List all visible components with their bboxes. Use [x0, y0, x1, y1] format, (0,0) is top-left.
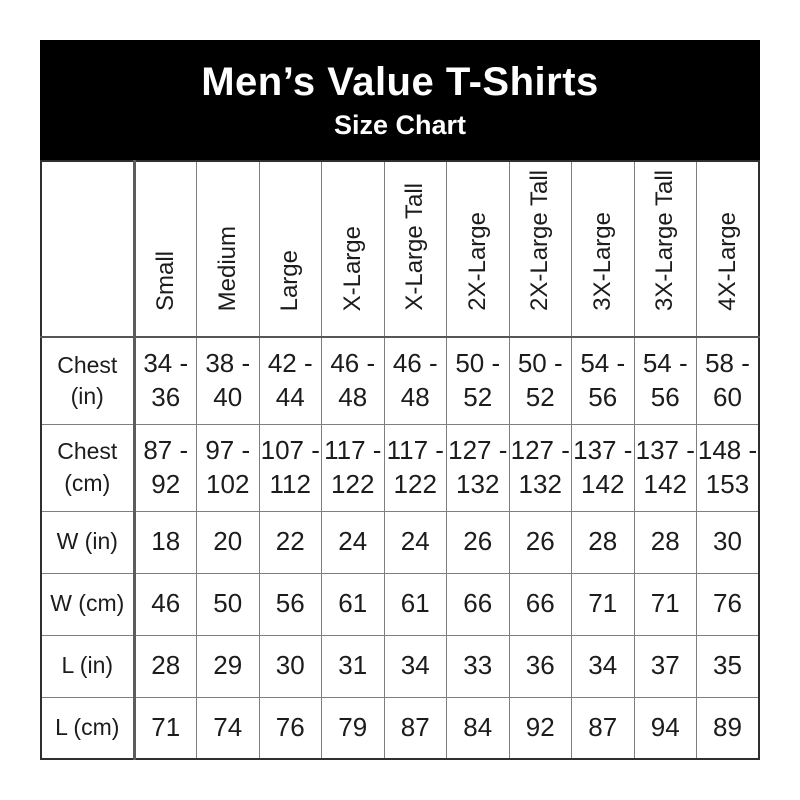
- size-column-header: Medium: [196, 160, 260, 338]
- size-column-label: 2X-Large Tall: [526, 170, 554, 311]
- table-row: W (in) 18 20 22 24 24 26 26 28 28 30: [40, 510, 760, 574]
- size-cell: 58 -60: [696, 336, 760, 425]
- size-column-label: 2X-Large: [463, 212, 491, 311]
- size-cell: 66: [508, 572, 572, 636]
- size-cell: 117 -122: [383, 423, 447, 512]
- size-cell: 38 -40: [196, 336, 260, 425]
- size-column-label: 3X-Large: [588, 212, 616, 311]
- row-label: Chest (in): [40, 336, 136, 425]
- table-row: L (cm) 71 74 76 79 87 84 92 87 94 89: [40, 696, 760, 760]
- size-cell: 30: [258, 634, 322, 698]
- chart-title: Men’s Value T-Shirts: [201, 59, 599, 104]
- size-cell: 54 -56: [633, 336, 697, 425]
- size-column-label: 3X-Large Tall: [651, 170, 679, 311]
- size-cell: 31: [321, 634, 385, 698]
- table-row: Chest (cm) 87 -92 97 -102 107 -112 117 -122 1…: [40, 423, 760, 512]
- size-column-header: Small: [133, 160, 197, 338]
- size-cell: 61: [321, 572, 385, 636]
- size-cell: 34 -36: [133, 336, 197, 425]
- size-cell: 74: [196, 696, 260, 760]
- size-cell: 66: [446, 572, 510, 636]
- size-cell: 35: [696, 634, 760, 698]
- header-row: Small Medium Large X-Large X-Large Tall 2X-La…: [40, 160, 760, 338]
- row-label: W (cm): [40, 572, 136, 636]
- size-cell: 46: [133, 572, 197, 636]
- size-cell: 71: [133, 696, 197, 760]
- size-cell: 20: [196, 510, 260, 574]
- size-cell: 137 -142: [633, 423, 697, 512]
- size-cell: 26: [446, 510, 510, 574]
- size-cell: 54 -56: [571, 336, 635, 425]
- size-cell: 107 -112: [258, 423, 322, 512]
- size-cell: 24: [383, 510, 447, 574]
- size-column-header: X-Large: [321, 160, 385, 338]
- size-cell: 94: [633, 696, 697, 760]
- size-cell: 87: [383, 696, 447, 760]
- size-column-header: X-Large Tall: [383, 160, 447, 338]
- size-cell: 76: [258, 696, 322, 760]
- chart-header: Men’s Value T-Shirts Size Chart: [40, 40, 760, 160]
- size-column-label: X-Large Tall: [401, 183, 429, 311]
- size-cell: 34: [383, 634, 447, 698]
- size-cell: 22: [258, 510, 322, 574]
- size-column-header: 3X-Large Tall: [633, 160, 697, 338]
- size-column-header: 2X-Large: [446, 160, 510, 338]
- size-cell: 87 -92: [133, 423, 197, 512]
- size-column-label: Large: [276, 249, 304, 311]
- size-column-header: Large: [258, 160, 322, 338]
- size-cell: 127 -132: [446, 423, 510, 512]
- size-cell: 29: [196, 634, 260, 698]
- size-cell: 127 -132: [508, 423, 572, 512]
- size-cell: 50 -52: [508, 336, 572, 425]
- size-cell: 36: [508, 634, 572, 698]
- table-row: L (in) 28 29 30 31 34 33 36 34 37 35: [40, 634, 760, 698]
- size-cell: 84: [446, 696, 510, 760]
- size-cell: 79: [321, 696, 385, 760]
- table-row: W (cm) 46 50 56 61 61 66 66 71 71 76: [40, 572, 760, 636]
- row-label: L (in): [40, 634, 136, 698]
- size-chart-table: Small Medium Large X-Large X-Large Tall 2X-La…: [40, 160, 760, 760]
- size-cell: 97 -102: [196, 423, 260, 512]
- size-cell: 26: [508, 510, 572, 574]
- size-cell: 56: [258, 572, 322, 636]
- size-cell: 42 -44: [258, 336, 322, 425]
- size-cell: 89: [696, 696, 760, 760]
- row-label: L (cm): [40, 696, 136, 760]
- size-column-label: 4X-Large: [713, 212, 741, 311]
- size-cell: 34: [571, 634, 635, 698]
- size-cell: 30: [696, 510, 760, 574]
- size-cell: 50: [196, 572, 260, 636]
- size-cell: 28: [571, 510, 635, 574]
- table-row: Chest (in) 34 -36 38 -40 42 -44 46 -48 46 -48…: [40, 336, 760, 425]
- size-chart-page: Men’s Value T-Shirts Size Chart Small Med…: [40, 40, 760, 760]
- size-cell: 148 -153: [696, 423, 760, 512]
- size-cell: 37: [633, 634, 697, 698]
- chart-subtitle: Size Chart: [333, 109, 467, 140]
- size-cell: 76: [696, 572, 760, 636]
- size-column-label: Small: [151, 250, 179, 311]
- size-cell: 61: [383, 572, 447, 636]
- size-cell: 24: [321, 510, 385, 574]
- size-cell: 92: [508, 696, 572, 760]
- size-cell: 46 -48: [383, 336, 447, 425]
- size-cell: 28: [633, 510, 697, 574]
- size-column-header: 4X-Large: [696, 160, 760, 338]
- size-column-header: 2X-Large Tall: [508, 160, 572, 338]
- size-cell: 137 -142: [571, 423, 635, 512]
- size-cell: 87: [571, 696, 635, 760]
- size-column-header: 3X-Large: [571, 160, 635, 338]
- row-label: Chest (cm): [40, 423, 136, 512]
- size-cell: 28: [133, 634, 197, 698]
- size-column-label: Medium: [213, 225, 241, 311]
- row-label: W (in): [40, 510, 136, 574]
- size-column-label: X-Large: [338, 225, 366, 311]
- size-cell: 46 -48: [321, 336, 385, 425]
- size-cell: 71: [571, 572, 635, 636]
- corner-cell: [40, 160, 136, 338]
- size-cell: 18: [133, 510, 197, 574]
- size-cell: 50 -52: [446, 336, 510, 425]
- size-cell: 33: [446, 634, 510, 698]
- size-cell: 71: [633, 572, 697, 636]
- size-cell: 117 -122: [321, 423, 385, 512]
